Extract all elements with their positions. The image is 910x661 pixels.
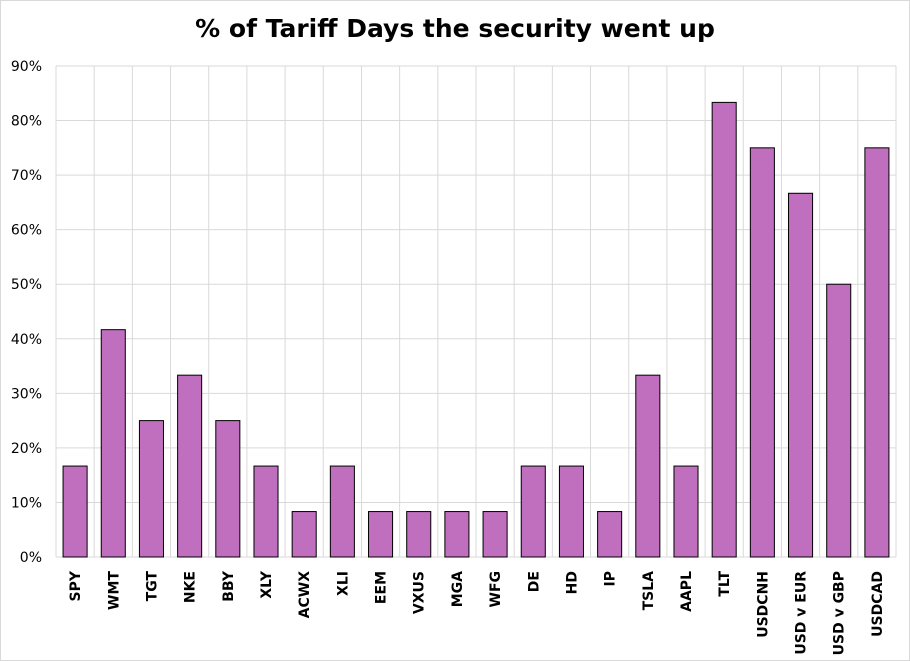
bar — [788, 192, 814, 558]
x-tick-label: IP — [603, 571, 619, 586]
y-tick-label: 10% — [11, 495, 42, 511]
bar — [100, 329, 126, 558]
x-tick-label: SPY — [68, 570, 84, 601]
x-tick-label: HD — [564, 571, 580, 594]
y-axis-ticks: 0% 10% 20% 30% 40% 50% 60% 70% 80% 90% — [11, 59, 42, 566]
x-tick-label: VXUS — [412, 571, 428, 614]
y-tick-label: 0% — [20, 550, 42, 566]
x-tick-label: XLY — [259, 570, 275, 599]
x-tick-label: TGT — [144, 571, 160, 602]
x-tick-label: XLI — [335, 571, 351, 596]
bar — [864, 147, 890, 558]
x-tick-label: EEM — [374, 571, 390, 604]
x-tick-label: AAPL — [679, 571, 695, 612]
x-tick-label: USDCNH — [755, 571, 771, 638]
x-tick-label: NKE — [183, 571, 199, 603]
x-tick-label: MGA — [450, 571, 466, 607]
x-tick-label: ACWX — [297, 571, 313, 619]
x-tick-label: BBY — [221, 570, 237, 602]
x-tick-label: USD v EUR — [794, 571, 810, 655]
y-tick-label: 30% — [11, 386, 42, 402]
bar — [520, 465, 546, 558]
x-tick-label: WMT — [106, 571, 122, 610]
bar — [291, 511, 317, 558]
y-tick-label: 80% — [11, 114, 42, 130]
bars — [62, 101, 890, 558]
bar — [368, 511, 394, 558]
y-tick-label: 70% — [11, 168, 42, 184]
bar — [444, 511, 470, 558]
bar — [482, 511, 508, 558]
x-tick-label: TSLA — [641, 571, 657, 611]
chart-title: % of Tariff Days the security went up — [195, 14, 715, 43]
bar — [558, 465, 584, 558]
x-tick-label: TLT — [717, 571, 733, 597]
bar — [253, 465, 279, 558]
y-tick-label: 20% — [11, 441, 42, 457]
bar — [826, 283, 852, 558]
y-tick-label: 90% — [11, 59, 42, 75]
bar — [138, 420, 164, 558]
bar — [215, 420, 241, 558]
x-tick-label: USD v GBP — [832, 571, 848, 655]
y-tick-label: 50% — [11, 277, 42, 293]
x-tick-label: USDCAD — [870, 571, 886, 637]
x-axis-ticks: SPY WMT TGT NKE BBY XLY ACWX XLI EEM VXUS MGA WFG DE… — [68, 570, 886, 655]
bar — [597, 511, 623, 558]
y-tick-label: 40% — [11, 332, 42, 348]
x-tick-label: DE — [526, 571, 542, 592]
x-tick-label: WFG — [488, 571, 504, 608]
bar — [711, 101, 737, 558]
bar — [635, 374, 661, 558]
bar — [177, 374, 203, 558]
bar — [406, 511, 432, 558]
bar — [673, 465, 699, 558]
bar — [62, 465, 88, 558]
bar — [749, 147, 775, 558]
y-tick-label: 60% — [11, 223, 42, 239]
bar — [329, 465, 355, 558]
